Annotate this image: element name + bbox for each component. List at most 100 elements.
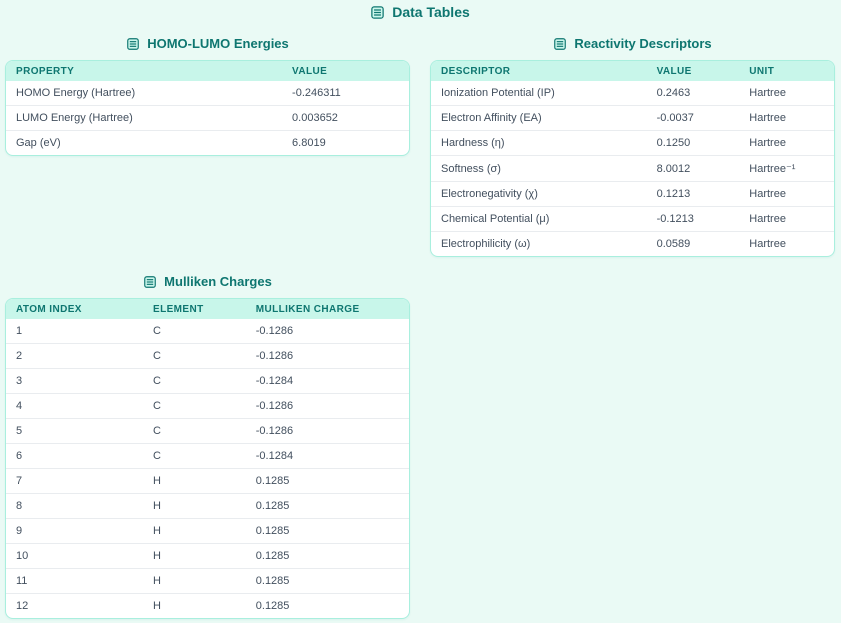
table-cell: 9 [6, 518, 144, 544]
table-row: Ionization Potential (IP) 0.2463 Hartree [431, 81, 834, 106]
table-cell: 1 [16, 325, 23, 337]
table-cell: Softness (σ) [431, 155, 647, 182]
top-tables-row: HOMO-LUMO Energies Property Value HOMO Ene… [5, 36, 835, 257]
table-cell: -0.1284 [245, 443, 409, 469]
table-row: LUMO Energy (Hartree) 0.003652 [6, 105, 409, 131]
table-cell: H [143, 493, 246, 519]
table-cell: C [143, 443, 246, 469]
table-cell: 0.2463 [656, 87, 691, 99]
table-rows-icon [370, 5, 385, 20]
homo-lumo-section: HOMO-LUMO Energies Property Value HOMO Ene… [5, 36, 410, 257]
table-row: 12 H 0.1285 [6, 593, 409, 618]
table-row: 9 H 0.1285 [6, 518, 409, 544]
table-cell: Hardness (η) [431, 130, 647, 156]
homo-lumo-table: Property Value HOMO Energy (Hartree) -0.246… [6, 61, 409, 155]
table-cell: -0.1286 [245, 418, 409, 444]
table-cell: H [143, 518, 246, 544]
table-cell: 0.1285 [245, 468, 409, 494]
homo-lumo-section-title: HOMO-LUMO Energies [5, 36, 410, 51]
table-row: 11 H 0.1285 [6, 568, 409, 594]
table-row: Electronegativity (χ) 0.1213 Hartree [431, 181, 834, 207]
mulliken-section-title: Mulliken Charges [5, 274, 410, 289]
mulliken-section: Mulliken Charges Atom Index Element Mullik… [5, 274, 410, 619]
table-cell: Hartree [739, 231, 834, 256]
table-cell: 2 [6, 343, 144, 369]
page-title: Data Tables [5, 2, 835, 20]
table-cell: -0.1286 [245, 393, 409, 419]
mulliken-section-title-label: Mulliken Charges [164, 274, 272, 289]
table-row: 8 H 0.1285 [6, 493, 409, 519]
table-cell: Chemical Potential (μ) [431, 206, 647, 232]
table-cell: -0.1284 [245, 368, 409, 394]
reactivity-section-title: Reactivity Descriptors [430, 36, 835, 51]
reactivity-table: Descriptor Value Unit Ionization Potential … [431, 61, 834, 256]
table-cell: -0.0037 [646, 105, 740, 131]
table-cell: Hartree [739, 130, 834, 156]
table-cell: C [143, 343, 246, 369]
table-cell: 0.1285 [245, 593, 409, 618]
table-cell: H [143, 593, 246, 618]
table-row: Gap (eV) 6.8019 [6, 130, 409, 155]
table-cell: 12 [6, 593, 144, 618]
table-cell: C [143, 368, 246, 394]
table-cell: 0.1285 [245, 493, 409, 519]
table-row: 7 H 0.1285 [6, 468, 409, 494]
table-cell: 10 [6, 543, 144, 569]
table-cell: Hartree [739, 181, 834, 207]
table-cell: LUMO Energy (Hartree) [6, 105, 283, 131]
column-header: Property [16, 66, 75, 77]
table-cell: 11 [6, 568, 144, 594]
page-title-label: Data Tables [392, 4, 470, 20]
table-row: 10 H 0.1285 [6, 543, 409, 569]
table-cell: Electronegativity (χ) [431, 181, 647, 207]
table-cell: 8 [6, 493, 144, 519]
table-row: 3 C -0.1284 [6, 368, 409, 394]
table-rows-icon [126, 37, 140, 51]
table-row: Softness (σ) 8.0012 Hartree⁻¹ [431, 155, 834, 182]
table-row: 2 C -0.1286 [6, 343, 409, 369]
table-cell: C [153, 325, 161, 337]
table-row: 6 C -0.1284 [6, 443, 409, 469]
homo-lumo-card: Property Value HOMO Energy (Hartree) -0.246… [5, 60, 410, 156]
reactivity-section-title-label: Reactivity Descriptors [574, 36, 712, 51]
table-cell: 0.1285 [245, 543, 409, 569]
table-row: 1 C -0.1286 [6, 319, 409, 344]
column-header: Mulliken Charge [255, 304, 360, 315]
table-rows-icon [553, 37, 567, 51]
table-row: Electrophilicity (ω) 0.0589 Hartree [431, 231, 834, 256]
table-row: Chemical Potential (μ) -0.1213 Hartree [431, 206, 834, 232]
table-cell: 0.0589 [646, 231, 740, 256]
table-cell: 0.1250 [646, 130, 740, 156]
table-cell: 6 [6, 443, 144, 469]
table-cell: 0.1285 [245, 568, 409, 594]
table-cell: 7 [6, 468, 144, 494]
table-cell: Hartree [739, 206, 834, 232]
column-header: Descriptor [441, 66, 511, 77]
table-cell: Electron Affinity (EA) [431, 105, 647, 131]
table-cell: 0.003652 [282, 105, 409, 131]
table-row: 4 C -0.1286 [6, 393, 409, 419]
table-row: HOMO Energy (Hartree) -0.246311 [6, 81, 409, 106]
reactivity-card: Descriptor Value Unit Ionization Potential … [430, 60, 835, 257]
table-cell: Hartree [749, 87, 786, 99]
table-cell: -0.246311 [292, 87, 341, 99]
table-cell: Gap (eV) [6, 130, 283, 155]
table-cell: 5 [6, 418, 144, 444]
table-cell: C [143, 393, 246, 419]
column-header: Value [292, 66, 328, 77]
table-cell: 0.1285 [245, 518, 409, 544]
table-cell: -0.1286 [255, 325, 294, 337]
table-cell: Hartree [739, 105, 834, 131]
column-header: Unit [749, 66, 775, 77]
table-row: Hardness (η) 0.1250 Hartree [431, 130, 834, 156]
column-header: Element [153, 304, 204, 315]
table-cell: H [143, 568, 246, 594]
mulliken-table: Atom Index Element Mulliken Charge 1 C -0.128… [6, 299, 409, 618]
homo-lumo-section-title-label: HOMO-LUMO Energies [147, 36, 289, 51]
table-cell: Hartree⁻¹ [739, 155, 834, 182]
table-cell: HOMO Energy (Hartree) [16, 87, 136, 99]
header-row: Atom Index Element Mulliken Charge [6, 299, 409, 319]
table-row: Electron Affinity (EA) -0.0037 Hartree [431, 105, 834, 131]
column-header: Atom Index [16, 304, 82, 315]
